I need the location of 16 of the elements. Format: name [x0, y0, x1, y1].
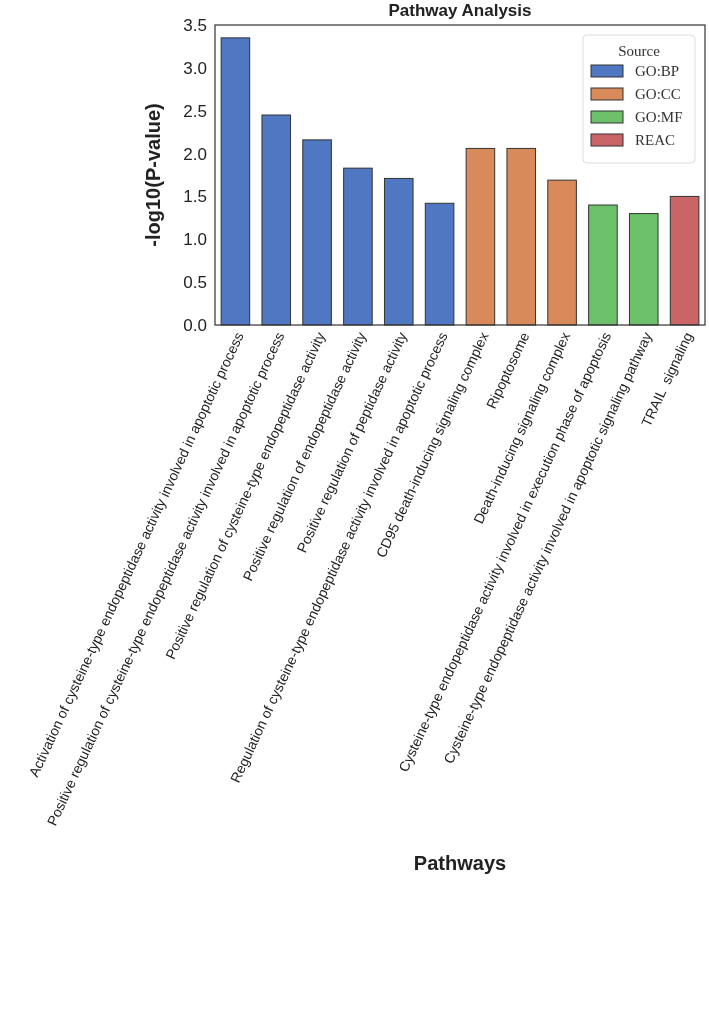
y-tick-label: 0.5 [183, 273, 207, 293]
y-tick-label: 1.0 [183, 230, 207, 250]
legend-label: GO:MF [635, 109, 683, 125]
legend-label: GO:CC [635, 86, 681, 102]
legend-label: GO:BP [635, 63, 680, 79]
legend-title: Source [618, 43, 661, 59]
y-axis-title: -log10(P-value) [142, 103, 164, 247]
y-tick-label: 2.0 [183, 144, 207, 164]
y-tick-label: 3.0 [183, 58, 207, 78]
x-axis-title: Pathways [413, 852, 507, 874]
legend-label: REAC [635, 132, 676, 148]
y-tick-label: 3.5 [183, 15, 207, 35]
y-tick-label: 1.5 [183, 187, 207, 207]
chart-title: Pathway Analysis [388, 1, 532, 20]
y-tick-label: 0.0 [183, 315, 207, 335]
y-tick-label: 2.5 [183, 101, 207, 121]
